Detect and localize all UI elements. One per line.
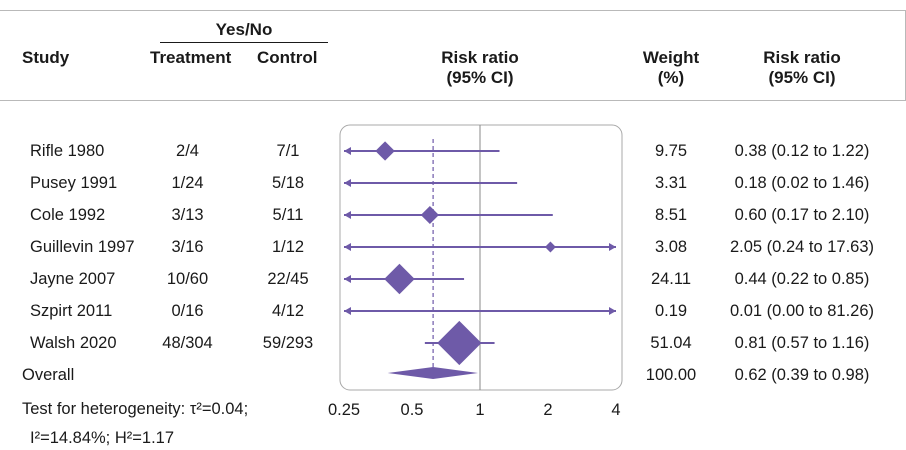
header-control: Control [257, 48, 318, 67]
header-study: Study [22, 48, 70, 67]
header-rr-ci-line2: (95% CI) [768, 68, 836, 87]
row-study: Walsh 2020 [30, 334, 117, 352]
row-study: Guillevin 1997 [30, 238, 135, 256]
x-tick-label: 4 [611, 401, 620, 419]
ci-arrow-left [344, 307, 351, 315]
row-control: 4/12 [271, 302, 305, 320]
row-weight: 3.31 [654, 174, 688, 192]
row-control: 22/45 [267, 270, 309, 288]
point-estimate-marker [384, 263, 415, 295]
point-estimate-marker [420, 205, 439, 225]
row-study: Jayne 2007 [30, 270, 116, 288]
ci-arrow-right [609, 243, 616, 251]
header-yes-no: Yes/No [215, 20, 273, 39]
row-study: Rifle 1980 [30, 142, 105, 160]
header-rr-ci-line1: Risk ratio [763, 48, 841, 67]
row-treatment: 0/16 [171, 302, 204, 320]
row-control: 1/12 [271, 238, 305, 256]
row-rr-text: 0.81 (0.57 to 1.16) [734, 334, 870, 352]
plot-frame [339, 124, 623, 391]
row-treatment: 2/4 [176, 142, 199, 160]
header-treatment: Treatment [150, 48, 232, 67]
header-risk-ratio-line1: Risk ratio [441, 48, 519, 67]
x-tick-label: 0.25 [328, 401, 360, 419]
overall-weight: 100.00 [645, 366, 697, 384]
row-control: 59/293 [262, 334, 314, 352]
overall-rr-text: 0.62 (0.39 to 0.98) [734, 366, 870, 384]
heterogeneity-line2: I²=14.84%; H²=1.17 [30, 429, 175, 447]
overall-label: Overall [22, 366, 75, 384]
row-rr-text: 0.60 (0.17 to 2.10) [734, 206, 870, 224]
row-study: Cole 1992 [30, 206, 106, 224]
row-rr-text: 0.01 (0.00 to 81.26) [729, 302, 875, 320]
row-treatment: 3/16 [171, 238, 204, 256]
row-weight: 8.51 [654, 206, 688, 224]
row-weight: 24.11 [650, 270, 692, 288]
row-weight: 3.08 [654, 238, 688, 256]
ci-arrow-left [344, 179, 351, 187]
point-estimate-marker [544, 241, 556, 253]
header-weight-line1: Weight [642, 48, 700, 67]
row-rr-text: 2.05 (0.24 to 17.63) [729, 238, 875, 256]
x-tick-label: 2 [543, 401, 552, 419]
ci-arrow-left [344, 147, 351, 155]
row-treatment: 48/304 [162, 334, 213, 352]
header-top-rule [0, 10, 906, 11]
row-study: Szpirt 2011 [30, 302, 113, 320]
ci-arrow-right [609, 307, 616, 315]
header-risk-ratio-line2: (95% CI) [446, 68, 514, 87]
heterogeneity-line1: Test for heterogeneity: τ²=0.04; [22, 400, 249, 418]
row-treatment: 1/24 [171, 174, 204, 192]
row-control: 5/11 [272, 206, 304, 224]
x-tick-label: 1 [475, 401, 484, 419]
ci-arrow-left [344, 211, 351, 219]
row-control: 5/18 [271, 174, 305, 192]
overall-diamond [387, 367, 479, 379]
header-yes-no-underline [160, 42, 328, 43]
row-control: 7/1 [276, 142, 300, 160]
header-weight-line2: (%) [657, 68, 685, 87]
row-rr-text: 0.18 (0.02 to 1.46) [734, 174, 870, 192]
row-rr-text: 0.44 (0.22 to 0.85) [734, 270, 870, 288]
row-treatment: 3/13 [171, 206, 204, 224]
row-weight: 51.04 [650, 334, 692, 352]
x-tick-label: 0.5 [401, 401, 424, 419]
row-weight: 9.75 [654, 142, 688, 160]
ci-arrow-left [344, 243, 351, 251]
header-bottom-rule [0, 100, 906, 101]
row-study: Pusey 1991 [30, 174, 118, 192]
point-estimate-marker [437, 320, 482, 366]
row-rr-text: 0.38 (0.12 to 1.22) [734, 142, 870, 160]
row-weight: 0.19 [654, 302, 688, 320]
row-treatment: 10/60 [166, 270, 209, 288]
point-estimate-marker [375, 141, 395, 161]
ci-arrow-left [344, 275, 351, 283]
